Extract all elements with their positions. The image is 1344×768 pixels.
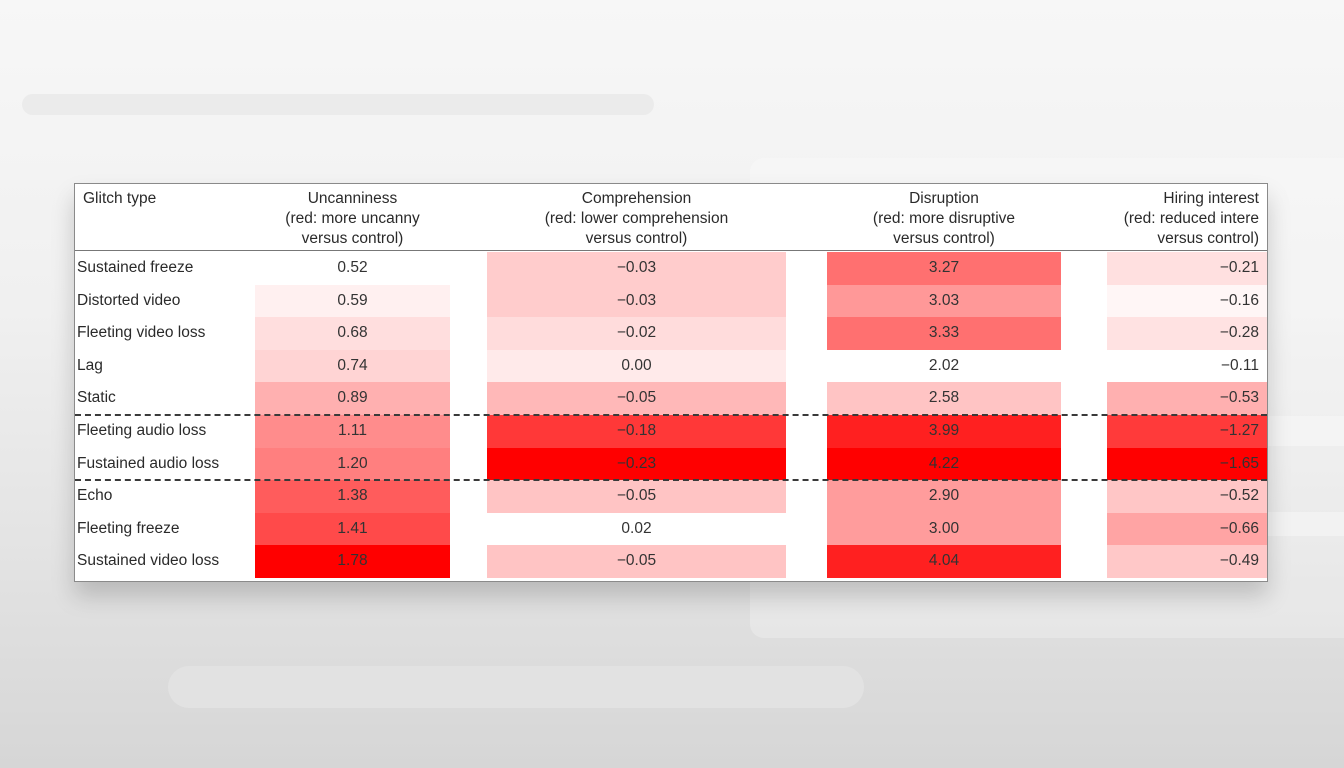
table-row: Sustained freeze 0.52 −0.03 3.27 −0.21 bbox=[75, 252, 1267, 285]
background-bar-bottom bbox=[168, 666, 864, 708]
table-row: Fustained audio loss 1.20 −0.23 4.22 −1.65 bbox=[75, 447, 1267, 481]
background-band bbox=[1266, 416, 1344, 446]
group-divider bbox=[75, 414, 1267, 416]
table-row: Fleeting freeze 1.41 0.02 3.00 −0.66 bbox=[75, 512, 1267, 546]
cell-uncanniness: 1.38 bbox=[255, 480, 450, 513]
cell-disruption: 3.27 bbox=[827, 252, 1061, 285]
cell-hiring: −0.11 bbox=[1107, 349, 1267, 383]
heatmap-table: Glitch type Uncanniness (red: more uncan… bbox=[74, 183, 1268, 582]
row-label-glitch-type: Echo bbox=[77, 487, 113, 505]
row-label-glitch-type: Distorted video bbox=[77, 291, 181, 309]
cell-uncanniness: 1.41 bbox=[255, 512, 450, 546]
row-label-glitch-type: Fleeting video loss bbox=[77, 324, 206, 342]
table-row: Sustained video loss 1.78 −0.05 4.04 −0.49 bbox=[75, 545, 1267, 578]
table-row: Echo 1.38 −0.05 2.90 −0.52 bbox=[75, 480, 1267, 513]
cell-disruption: 3.99 bbox=[827, 415, 1061, 448]
cell-hiring: −0.16 bbox=[1107, 284, 1267, 318]
cell-disruption: 4.22 bbox=[827, 447, 1061, 481]
row-label-glitch-type: Static bbox=[77, 389, 116, 407]
cell-uncanniness: 0.68 bbox=[255, 317, 450, 350]
table-row: Fleeting audio loss 1.11 −0.18 3.99 −1.27 bbox=[75, 415, 1267, 448]
cell-comprehension: −0.05 bbox=[487, 545, 786, 578]
cell-uncanniness: 0.89 bbox=[255, 382, 450, 415]
cell-hiring: −0.21 bbox=[1107, 252, 1267, 285]
cell-disruption: 4.04 bbox=[827, 545, 1061, 578]
cell-comprehension: −0.23 bbox=[487, 447, 786, 481]
row-label-glitch-type: Fustained audio loss bbox=[77, 454, 220, 472]
table-row: Fleeting video loss 0.68 −0.02 3.33 −0.28 bbox=[75, 317, 1267, 350]
row-label-glitch-type: Fleeting audio loss bbox=[77, 422, 207, 439]
header-uncanniness: Uncanniness (red: more uncanny versus co… bbox=[285, 190, 420, 247]
row-label-glitch-type: Sustained video loss bbox=[77, 552, 220, 570]
cell-hiring: −1.27 bbox=[1107, 415, 1267, 448]
cell-comprehension: −0.02 bbox=[487, 317, 786, 350]
cell-hiring: −0.52 bbox=[1107, 480, 1267, 513]
cell-comprehension: −0.03 bbox=[487, 252, 786, 285]
background-band bbox=[1266, 512, 1344, 536]
table-row: Static 0.89 −0.05 2.58 −0.53 bbox=[75, 382, 1267, 415]
cell-uncanniness: 0.74 bbox=[255, 349, 450, 383]
cell-disruption: 3.00 bbox=[827, 512, 1061, 546]
cell-hiring: −0.49 bbox=[1107, 545, 1267, 578]
header-glitch-type: Glitch type bbox=[83, 190, 157, 207]
row-label-glitch-type: Lag bbox=[77, 356, 103, 374]
cell-disruption: 2.02 bbox=[827, 349, 1061, 383]
group-divider bbox=[75, 479, 1267, 482]
cell-uncanniness: 1.20 bbox=[255, 447, 450, 481]
cell-uncanniness: 1.78 bbox=[255, 545, 450, 578]
cell-comprehension: −0.03 bbox=[487, 284, 786, 318]
row-label-glitch-type: Sustained freeze bbox=[77, 259, 194, 276]
header-comprehension: Comprehension (red: lower comprehension … bbox=[544, 190, 729, 247]
row-label-glitch-type: Fleeting freeze bbox=[77, 519, 180, 537]
background-bar-top bbox=[22, 94, 654, 115]
cell-disruption: 2.58 bbox=[827, 382, 1061, 415]
cell-hiring: −0.66 bbox=[1107, 512, 1267, 546]
cell-comprehension: 0.02 bbox=[487, 512, 786, 546]
cell-disruption: 2.90 bbox=[827, 480, 1061, 513]
cell-hiring: −0.53 bbox=[1107, 382, 1267, 415]
cell-comprehension: 0.00 bbox=[487, 349, 786, 383]
header-disruption: Disruption (red: more disruptive versus … bbox=[872, 190, 1016, 247]
cell-uncanniness: 0.59 bbox=[255, 284, 450, 318]
cell-comprehension: −0.05 bbox=[487, 480, 786, 513]
cell-disruption: 3.33 bbox=[827, 317, 1061, 350]
cell-comprehension: −0.18 bbox=[487, 415, 786, 448]
cell-comprehension: −0.05 bbox=[487, 382, 786, 415]
cell-uncanniness: 1.11 bbox=[255, 415, 450, 448]
table-row: Lag 0.74 0.00 2.02 −0.11 bbox=[75, 349, 1267, 383]
table-row: Distorted video 0.59 −0.03 3.03 −0.16 bbox=[75, 284, 1267, 318]
cell-hiring: −0.28 bbox=[1107, 317, 1267, 350]
cell-disruption: 3.03 bbox=[827, 284, 1061, 318]
header-hiring-interest: Hiring interest (red: reduced intere ver… bbox=[1123, 190, 1259, 247]
cell-uncanniness: 0.52 bbox=[255, 252, 450, 285]
cell-hiring: −1.65 bbox=[1107, 447, 1267, 481]
table-header: Glitch type Uncanniness (red: more uncan… bbox=[75, 184, 1267, 251]
